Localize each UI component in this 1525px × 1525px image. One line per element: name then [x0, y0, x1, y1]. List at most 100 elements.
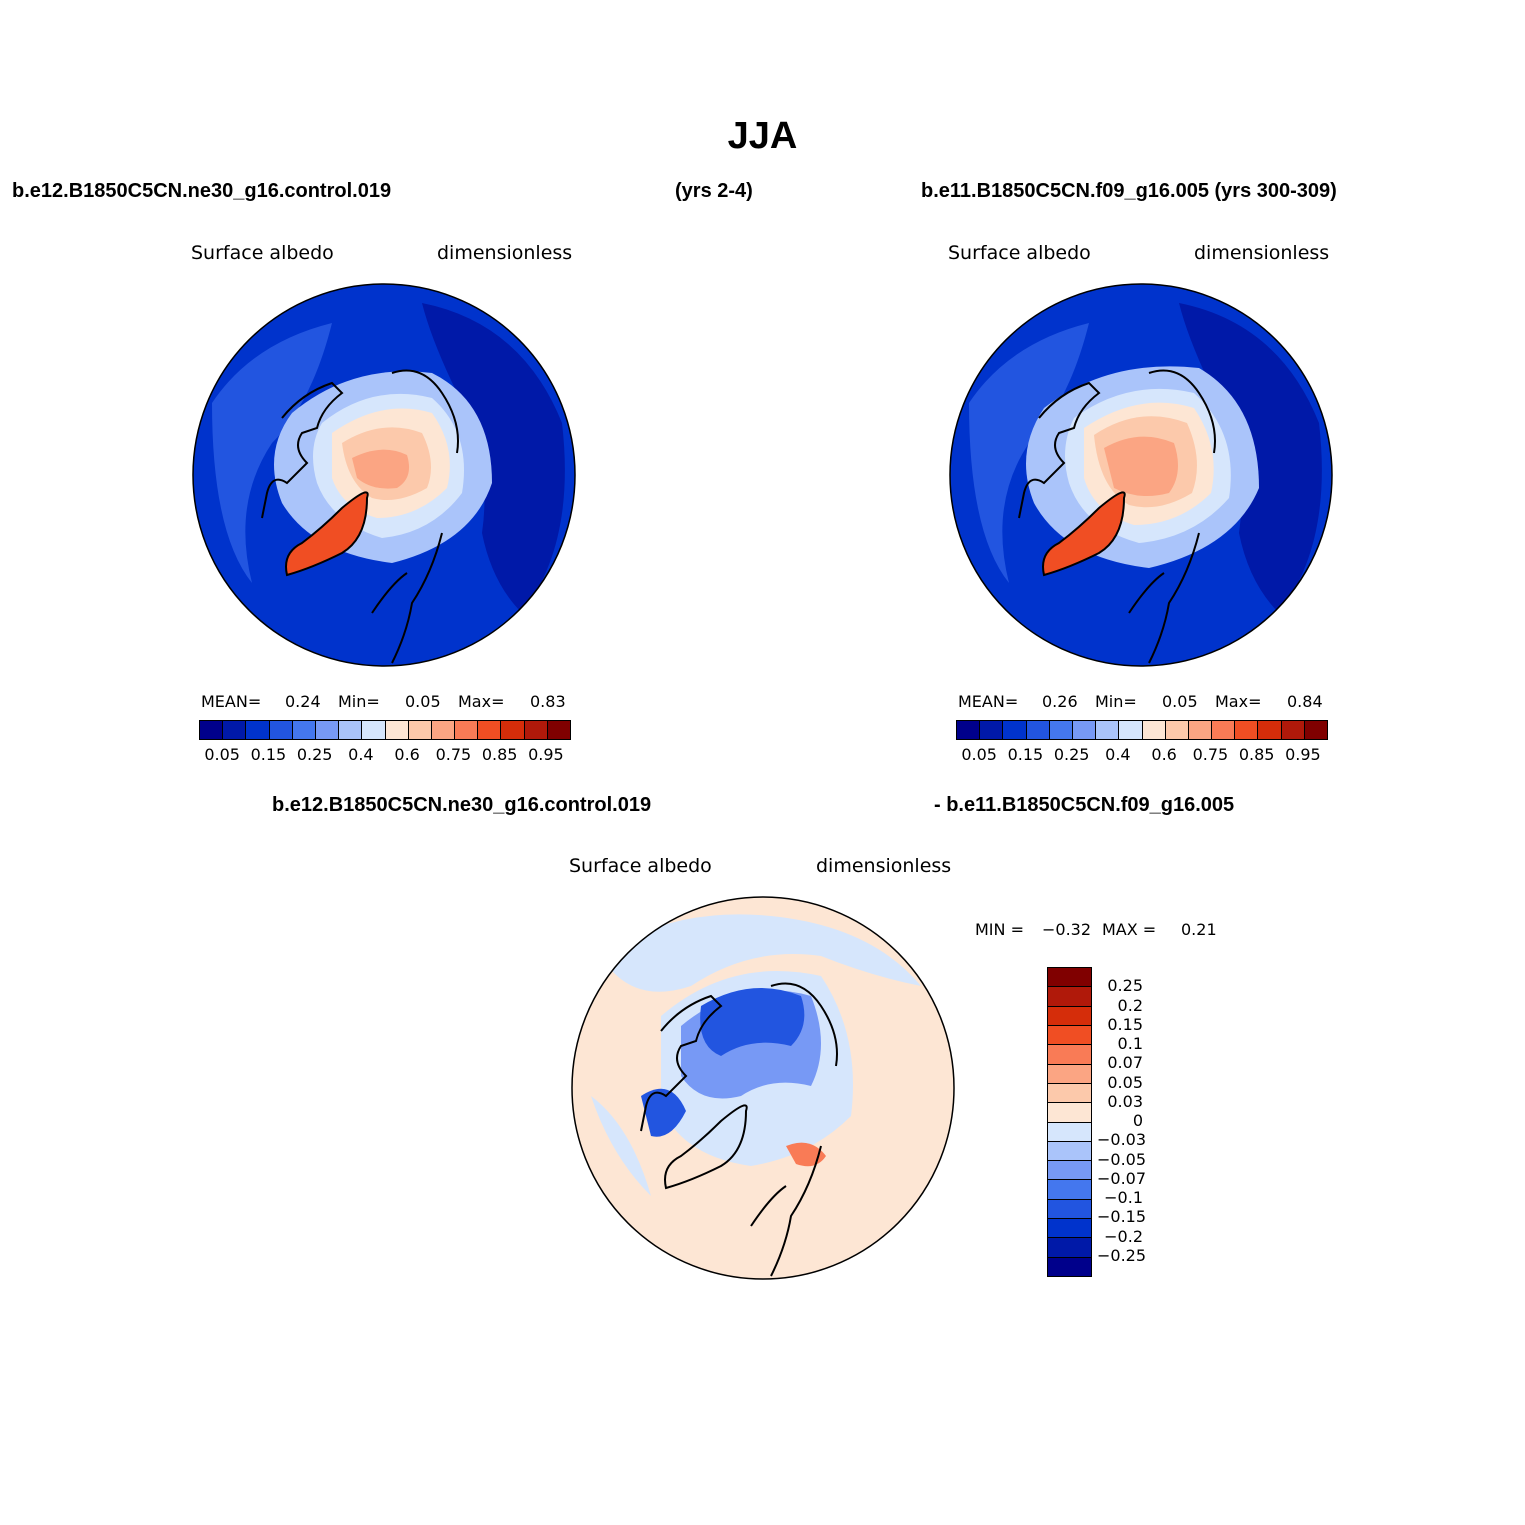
panel2-min-label: Min=: [1095, 692, 1137, 711]
cbar2-tick-label: 0.95: [1285, 745, 1321, 764]
panel2-mean-label: MEAN=: [958, 692, 1019, 711]
cbar-diff-swatch-5: [1048, 1064, 1091, 1084]
cbar1-swatch-5: [315, 721, 340, 739]
cbar1-tick-label: 0.25: [296, 745, 333, 764]
cbar2-swatch-5: [1072, 721, 1097, 739]
cbar1-tick-label: 0.6: [394, 745, 420, 764]
cbar2-tick-label: 0.85: [1238, 745, 1275, 764]
cbar2-swatch-8: [1142, 721, 1166, 739]
cbar-diff-tick-label: 0.05: [1107, 1072, 1143, 1092]
panel2-units: dimensionless: [1194, 242, 1330, 264]
colorbar-panel2-ticks: 0.05 0.15 0.25 0.4 0.6 0.75 0.85 0.95: [956, 745, 1326, 765]
diff-max: 0.21: [1181, 920, 1217, 939]
cbar-diff-swatch-8: [1048, 1122, 1091, 1142]
cbar1-swatch-11: [455, 721, 479, 739]
land-coastline: [261, 369, 459, 664]
cbar1-swatch-4: [292, 721, 316, 739]
cbar2-tick-label: 0.25: [1053, 745, 1090, 764]
cbar1-tick-label: 0.95: [528, 745, 564, 764]
panel1-mean: 0.24: [285, 692, 321, 711]
cbar2-swatch-4: [1049, 721, 1073, 739]
cbar2-tick-label: 0.75: [1192, 745, 1229, 764]
cbar-diff-swatch-10: [1048, 1161, 1091, 1181]
cbar-diff-swatch-13: [1048, 1219, 1091, 1239]
dark-ocean-region: [422, 303, 565, 613]
case1-label: b.e12.B1850C5CN.ne30_g16.control.019: [12, 180, 392, 202]
map-panel1: [192, 283, 576, 667]
cbar2-swatch-0: [957, 721, 981, 739]
colorbar-panel1-ticks: 0.05 0.15 0.25 0.4 0.6 0.75 0.85 0.95: [199, 745, 569, 765]
cbar2-swatch-15: [1304, 721, 1327, 739]
cbar2-tick-label: 0.05: [961, 745, 997, 764]
cbar-diff-tick-label: 0.15: [1107, 1014, 1143, 1034]
cbar-diff-swatch-3: [1048, 1025, 1091, 1046]
panel1-max-label: Max=: [458, 692, 505, 711]
greenland: [1043, 492, 1125, 575]
colorbar-difference: [1047, 967, 1092, 1277]
cbar1-tick-label: 0.05: [204, 745, 240, 764]
cbar1-tick-label: 0.85: [481, 745, 518, 764]
cbar2-swatch-9: [1165, 721, 1189, 739]
diff-min-label: MIN =: [975, 920, 1024, 939]
cbar1-tick-label: 0.75: [435, 745, 472, 764]
cbar-diff-swatch-9: [1048, 1141, 1091, 1162]
cbar1-swatch-12: [478, 721, 502, 739]
diff-right-label: - b.e11.B1850C5CN.f09_g16.005: [934, 794, 1235, 816]
cbar-diff-swatch-15: [1048, 1257, 1091, 1276]
diff-variable: Surface albedo: [569, 855, 712, 877]
panel1-variable: Surface albedo: [191, 242, 334, 264]
cbar-diff-tick-label: 0.07: [1107, 1053, 1143, 1073]
cbar-diff-tick-label: 0: [1132, 1111, 1143, 1130]
greenland: [286, 492, 368, 575]
cbar-diff-tick-label: −0.1: [1104, 1188, 1143, 1207]
cbar1-swatch-10: [431, 721, 456, 739]
diff-neg-strong-region: [700, 988, 805, 1056]
cbar-diff-tick-label: 0.25: [1107, 976, 1143, 996]
cbar-diff-swatch-1: [1048, 987, 1091, 1007]
cbar2-swatch-2: [1003, 721, 1027, 739]
diff-left-label: b.e12.B1850C5CN.ne30_g16.control.019: [272, 794, 652, 816]
land-region: [212, 323, 332, 583]
cbar1-swatch-6: [339, 721, 363, 739]
diff-neg-strong-region: [641, 1088, 686, 1137]
cbar-diff-tick-label: −0.25: [1097, 1245, 1147, 1265]
cbar1-swatch-14: [524, 721, 548, 739]
cbar-diff-swatch-14: [1048, 1238, 1091, 1258]
map-difference: [571, 896, 955, 1280]
cbar2-swatch-13: [1258, 721, 1282, 739]
panel1-min: 0.05: [405, 692, 441, 711]
cbar-diff-swatch-2: [1048, 1006, 1091, 1026]
cbar-diff-swatch-12: [1048, 1199, 1091, 1220]
page-title: JJA: [727, 115, 798, 157]
cbar2-swatch-1: [980, 721, 1004, 739]
cbar2-swatch-14: [1281, 721, 1305, 739]
colorbar-panel2: [956, 720, 1328, 740]
cbar1-tick-label: 0.15: [250, 745, 287, 764]
panel2-min: 0.05: [1162, 692, 1198, 711]
cbar1-swatch-9: [408, 721, 432, 739]
cbar1-swatch-15: [547, 721, 570, 739]
cbar1-swatch-3: [269, 721, 293, 739]
cbar-diff-swatch-11: [1048, 1180, 1091, 1200]
cbar-diff-tick-label: −0.03: [1097, 1130, 1147, 1150]
cbar-diff-tick-label: 0.03: [1107, 1091, 1143, 1111]
cbar-diff-tick-label: −0.2: [1104, 1226, 1143, 1246]
cbar-diff-tick-label: −0.15: [1097, 1207, 1147, 1227]
cbar2-swatch-10: [1188, 721, 1213, 739]
cbar2-tick-label: 0.6: [1151, 745, 1177, 764]
cbar-diff-swatch-7: [1048, 1103, 1091, 1123]
diff-neg-light-region: [591, 1096, 651, 1196]
panel1-min-label: Min=: [338, 692, 380, 711]
colorbar-difference-ticks: 0.25 0.2 0.15 0.1 0.07 0.05 0.03 0 −0.03 −0.05 −0.…: [1097, 967, 1157, 1275]
case2-label: b.e11.B1850C5CN.f09_g16.005 (yrs 300-309…: [921, 180, 1337, 202]
panel2-max-label: Max=: [1215, 692, 1262, 711]
cbar-diff-tick-label: −0.07: [1097, 1168, 1147, 1188]
panel1-max: 0.83: [530, 692, 566, 711]
map-panel2: [949, 283, 1333, 667]
cbar-diff-tick-label: −0.05: [1097, 1149, 1147, 1169]
cbar1-swatch-1: [223, 721, 247, 739]
cbar2-swatch-7: [1119, 721, 1143, 739]
cbar2-swatch-11: [1212, 721, 1236, 739]
cbar2-swatch-6: [1096, 721, 1120, 739]
years1-label: (yrs 2-4): [675, 180, 753, 202]
